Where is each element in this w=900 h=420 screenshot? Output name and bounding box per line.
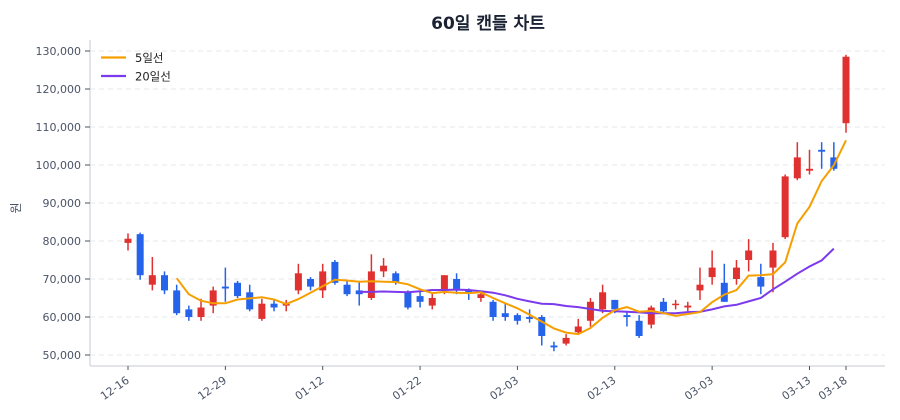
candle: [136, 232, 144, 280]
candle: [294, 263, 302, 295]
x-tick-label: 03-03: [682, 374, 716, 403]
candle: [781, 174, 789, 240]
candle: [745, 239, 753, 272]
candle: [672, 299, 680, 310]
candle: [757, 263, 765, 295]
candle: [416, 290, 424, 308]
candle: [319, 263, 327, 298]
candle: [367, 254, 375, 300]
y-tick-label: 50,000: [43, 349, 82, 362]
y-axis-label: 원: [9, 202, 23, 213]
candle: [404, 290, 412, 310]
candle: [818, 142, 826, 169]
candle: [270, 298, 278, 312]
x-tick-label: 03-13: [780, 374, 814, 403]
candle: [684, 301, 692, 312]
candle: [708, 250, 716, 285]
y-axis: 50,000 60,000 70,000 80,000 90,000 100,000 110…: [36, 40, 91, 366]
candle: [769, 242, 777, 293]
candle: [793, 142, 801, 181]
candle: [599, 284, 607, 314]
candle: [282, 299, 290, 312]
candle: [842, 54, 850, 133]
candle: [161, 271, 169, 295]
y-tick-label: 120,000: [36, 83, 82, 96]
grid-lines: [90, 50, 885, 356]
candle: [538, 315, 546, 346]
candle: [148, 256, 156, 291]
y-tick-label: 110,000: [36, 121, 82, 134]
candle: [647, 305, 655, 329]
legend-label-ma20: 20일선: [135, 70, 171, 84]
y-tick-label: 100,000: [36, 159, 82, 172]
y-tick-label: 130,000: [36, 45, 82, 58]
candle: [477, 292, 485, 302]
candle: [428, 292, 436, 310]
y-tick-label: 90,000: [43, 197, 82, 210]
x-axis: 12-16 12-29 01-12 01-22 02-03 02-13 03-03 03-13…: [90, 365, 885, 403]
candle: [574, 318, 582, 335]
x-tick-label: 03-18: [816, 374, 850, 403]
candle: [185, 305, 193, 321]
candle: [234, 280, 242, 298]
candle: [659, 298, 667, 314]
x-tick-label: 01-12: [293, 374, 327, 403]
x-tick-label: 01-22: [390, 374, 424, 403]
candle: [258, 298, 266, 321]
y-tick-label: 60,000: [43, 311, 82, 324]
candle: [209, 286, 217, 314]
candle: [513, 313, 521, 325]
candle: [489, 299, 497, 321]
x-tick-label: 02-13: [585, 374, 619, 403]
candle: [221, 267, 229, 302]
candle: [380, 258, 388, 278]
candle: [343, 280, 351, 297]
candle: [526, 309, 534, 323]
candle: [453, 273, 461, 295]
x-tick-label: 12-29: [195, 374, 229, 403]
ma5-line: [175, 139, 847, 336]
candles: [124, 54, 850, 352]
candle: [355, 280, 363, 306]
candle: [501, 303, 509, 321]
candle: [696, 267, 704, 300]
ma20-line: [359, 247, 835, 315]
candle: [732, 260, 740, 285]
y-tick-label: 70,000: [43, 273, 82, 286]
candle: [586, 298, 594, 327]
candle: [307, 277, 315, 291]
legend-label-ma5: 5일선: [135, 51, 163, 65]
y-tick-label: 80,000: [43, 235, 82, 248]
candle: [623, 311, 631, 327]
candle: [124, 233, 132, 251]
candle: [635, 315, 643, 338]
x-tick-label: 02-03: [488, 374, 522, 403]
candle: [805, 149, 813, 175]
candle: [173, 284, 181, 316]
candle: [562, 334, 570, 346]
x-tick-label: 12-16: [98, 374, 132, 403]
chart-title: 60일 캔들 차트: [431, 14, 545, 34]
candle: [550, 341, 558, 352]
legend: 5일선 20일선: [101, 51, 171, 84]
candle: [197, 298, 205, 321]
